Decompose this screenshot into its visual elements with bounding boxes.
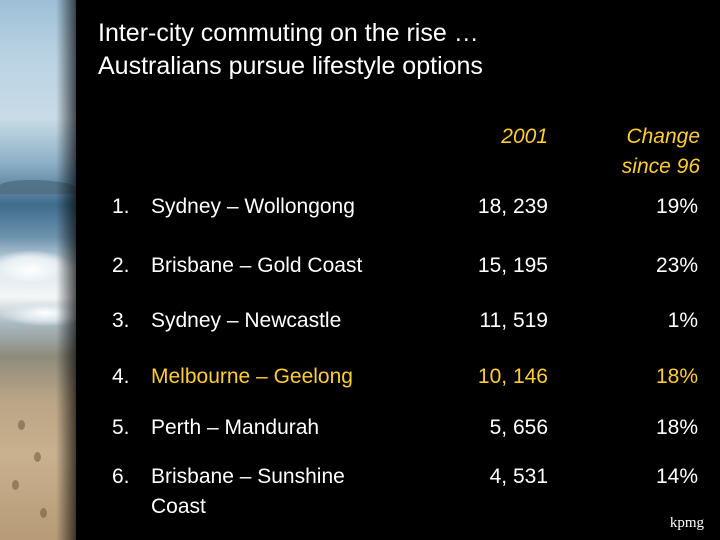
table-row: 2. Brisbane – Gold Coast 15, 195 23% [0, 251, 720, 291]
row-number: 1. [112, 195, 130, 218]
route-label: Perth – Mandurah [151, 416, 320, 439]
route-label: Brisbane – Sunshine Coast [151, 462, 421, 522]
column-header-change: Change since 96 [570, 122, 700, 182]
footprint [34, 452, 41, 462]
route-label: Melbourne – Geelong [151, 365, 353, 388]
slide-title: Inter-city commuting on the rise … Austr… [98, 17, 483, 83]
row-number: 3. [112, 309, 130, 332]
footprint [18, 420, 25, 430]
route-label-line-1: Brisbane – Sunshine [151, 465, 345, 488]
title-line-2: Australians pursue lifestyle options [98, 52, 483, 80]
value-change: 1% [667, 309, 698, 332]
row-number: 5. [112, 416, 130, 439]
footprint [12, 480, 19, 490]
value-change: 23% [655, 254, 698, 277]
row-number: 6. [112, 465, 130, 488]
route-label: Brisbane – Gold Coast [151, 254, 363, 277]
column-header-change-line-1: Change [626, 125, 700, 148]
kpmg-logo: kpmg [669, 515, 704, 531]
table-row: 6. Brisbane – Sunshine Coast 4, 531 14% [0, 462, 720, 526]
route-label: Sydney – Wollongong [151, 195, 355, 218]
value-change: 18% [655, 416, 698, 439]
value-2001: 4, 531 [489, 465, 548, 488]
value-2001: 10, 146 [477, 365, 548, 388]
value-2001: 11, 519 [479, 309, 548, 332]
route-label: Sydney – Newcastle [151, 309, 342, 332]
route-label-line-2: Coast [151, 495, 206, 518]
footprint [40, 508, 47, 518]
value-change: 18% [655, 365, 698, 388]
value-2001: 5, 656 [489, 416, 548, 439]
column-header-2001: 2001 [501, 125, 548, 148]
column-header-change-line-2: since 96 [621, 155, 700, 178]
value-change: 19% [655, 195, 698, 218]
table-row: 5. Perth – Mandurah 5, 656 18% [0, 413, 720, 453]
value-change: 14% [655, 465, 698, 488]
photo-fade-edge [56, 0, 86, 540]
title-line-1: Inter-city commuting on the rise … [98, 19, 479, 47]
table-row: 3. Sydney – Newcastle 11, 519 1% [0, 306, 720, 346]
row-number: 2. [112, 254, 130, 277]
value-2001: 15, 195 [477, 254, 548, 277]
table-row-highlighted: 4. Melbourne – Geelong 10, 146 18% [0, 362, 720, 402]
table-row: 1. Sydney – Wollongong 18, 239 19% [0, 192, 720, 232]
row-number: 4. [112, 365, 130, 388]
value-2001: 18, 239 [477, 195, 548, 218]
